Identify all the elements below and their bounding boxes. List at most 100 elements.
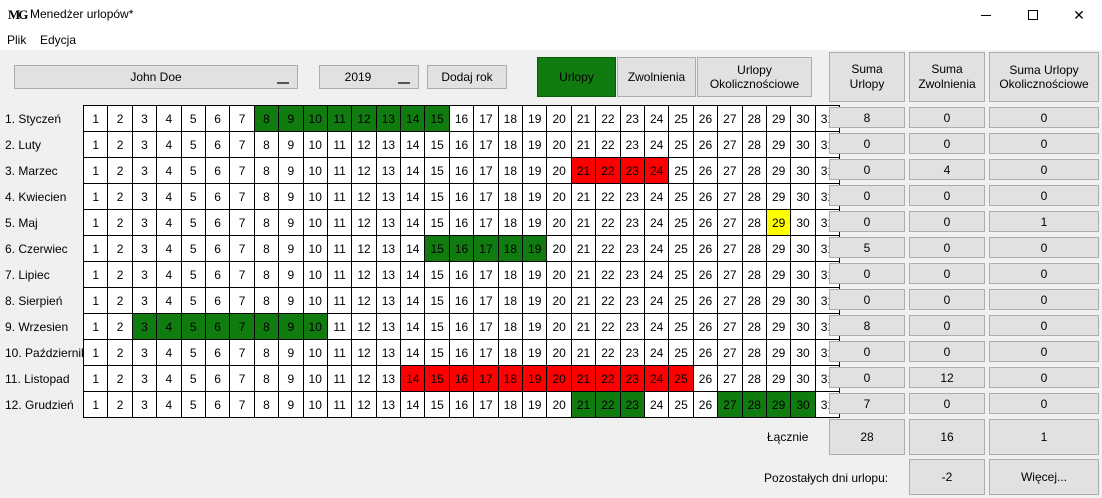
day-cell[interactable]: 30 (791, 158, 816, 184)
day-cell[interactable]: 28 (742, 366, 767, 392)
day-cell[interactable]: 23 (620, 340, 645, 366)
day-cell[interactable]: 27 (718, 106, 743, 132)
day-cell[interactable]: 21 (571, 210, 597, 236)
day-cell[interactable]: 16 (449, 288, 475, 314)
day-cell[interactable]: 2 (108, 340, 133, 366)
day-cell[interactable]: 14 (401, 158, 426, 184)
day-cell[interactable]: 7 (230, 288, 255, 314)
day-cell[interactable]: 10 (303, 262, 328, 288)
day-cell[interactable]: 11 (327, 210, 353, 236)
day-cell[interactable]: 13 (376, 210, 402, 236)
day-cell[interactable]: 15 (425, 210, 450, 236)
day-cell[interactable]: 24 (644, 392, 670, 418)
day-cell[interactable]: 22 (596, 366, 621, 392)
day-cell[interactable]: 30 (791, 184, 816, 210)
day-cell[interactable]: 21 (571, 132, 597, 158)
day-cell[interactable]: 2 (108, 366, 133, 392)
day-cell[interactable]: 3 (132, 236, 158, 262)
day-cell[interactable]: 23 (620, 158, 645, 184)
day-cell[interactable]: 30 (791, 366, 816, 392)
day-cell[interactable]: 5 (181, 184, 206, 210)
day-cell[interactable]: 12 (352, 288, 377, 314)
day-cell[interactable]: 2 (108, 210, 133, 236)
day-cell[interactable]: 21 (571, 314, 597, 340)
day-cell[interactable]: 3 (132, 184, 158, 210)
day-cell[interactable]: 13 (376, 262, 402, 288)
day-cell[interactable]: 4 (157, 132, 182, 158)
day-cell[interactable]: 3 (132, 262, 158, 288)
day-cell[interactable]: 14 (401, 132, 426, 158)
day-cell[interactable]: 23 (620, 366, 645, 392)
day-cell[interactable]: 4 (157, 210, 182, 236)
day-cell[interactable]: 8 (254, 262, 280, 288)
day-cell[interactable]: 24 (644, 314, 670, 340)
day-cell[interactable]: 2 (108, 262, 133, 288)
day-cell[interactable]: 20 (547, 158, 572, 184)
day-cell[interactable]: 29 (766, 366, 792, 392)
day-cell[interactable]: 16 (449, 210, 475, 236)
day-cell[interactable]: 26 (693, 366, 719, 392)
day-cell[interactable]: 26 (693, 132, 719, 158)
day-cell[interactable]: 14 (401, 288, 426, 314)
day-cell[interactable]: 20 (547, 314, 572, 340)
tab-urlopy-okolicznosciowe[interactable]: Urlopy Okolicznościowe (697, 57, 812, 97)
day-cell[interactable]: 12 (352, 132, 377, 158)
day-cell[interactable]: 22 (596, 314, 621, 340)
day-cell[interactable]: 29 (766, 158, 792, 184)
day-cell[interactable]: 11 (327, 314, 353, 340)
day-cell[interactable]: 16 (449, 314, 475, 340)
day-cell[interactable]: 6 (205, 132, 231, 158)
day-cell[interactable]: 10 (303, 158, 328, 184)
day-cell[interactable]: 29 (766, 236, 792, 262)
day-cell[interactable]: 24 (644, 236, 670, 262)
day-cell[interactable]: 27 (718, 210, 743, 236)
day-cell[interactable]: 6 (205, 340, 231, 366)
day-cell[interactable]: 25 (669, 106, 694, 132)
day-cell[interactable]: 26 (693, 210, 719, 236)
day-cell[interactable]: 21 (571, 366, 597, 392)
day-cell[interactable]: 13 (376, 184, 402, 210)
day-cell[interactable]: 20 (547, 184, 572, 210)
day-cell[interactable]: 15 (425, 262, 450, 288)
day-cell[interactable]: 11 (327, 366, 353, 392)
menu-edycja[interactable]: Edycja (40, 33, 77, 47)
day-cell[interactable]: 19 (523, 262, 548, 288)
day-cell[interactable]: 15 (425, 392, 450, 418)
day-cell[interactable]: 4 (157, 340, 182, 366)
day-cell[interactable]: 27 (718, 132, 743, 158)
day-cell[interactable]: 28 (742, 340, 767, 366)
day-cell[interactable]: 25 (669, 288, 694, 314)
day-cell[interactable]: 13 (376, 340, 402, 366)
day-cell[interactable]: 20 (547, 236, 572, 262)
day-cell[interactable]: 25 (669, 236, 694, 262)
day-cell[interactable]: 30 (791, 392, 816, 418)
day-cell[interactable]: 2 (108, 236, 133, 262)
day-cell[interactable]: 12 (352, 210, 377, 236)
day-cell[interactable]: 1 (84, 158, 109, 184)
day-cell[interactable]: 9 (279, 158, 304, 184)
day-cell[interactable]: 13 (376, 158, 402, 184)
day-cell[interactable]: 7 (230, 158, 255, 184)
day-cell[interactable]: 19 (523, 288, 548, 314)
day-cell[interactable]: 20 (547, 288, 572, 314)
day-cell[interactable]: 7 (230, 184, 255, 210)
day-cell[interactable]: 20 (547, 392, 572, 418)
day-cell[interactable]: 9 (279, 106, 304, 132)
day-cell[interactable]: 1 (84, 392, 109, 418)
day-cell[interactable]: 18 (498, 236, 524, 262)
employee-select[interactable]: John Doe (14, 65, 298, 89)
day-cell[interactable]: 29 (766, 184, 792, 210)
day-cell[interactable]: 17 (474, 262, 499, 288)
day-cell[interactable]: 17 (474, 340, 499, 366)
day-cell[interactable]: 7 (230, 366, 255, 392)
day-cell[interactable]: 5 (181, 210, 206, 236)
day-cell[interactable]: 3 (132, 132, 158, 158)
day-cell[interactable]: 21 (571, 106, 597, 132)
day-cell[interactable]: 10 (303, 314, 328, 340)
day-cell[interactable]: 24 (644, 132, 670, 158)
day-cell[interactable]: 10 (303, 366, 328, 392)
day-cell[interactable]: 2 (108, 314, 133, 340)
day-cell[interactable]: 21 (571, 184, 597, 210)
day-cell[interactable]: 13 (376, 288, 402, 314)
day-cell[interactable]: 28 (742, 184, 767, 210)
